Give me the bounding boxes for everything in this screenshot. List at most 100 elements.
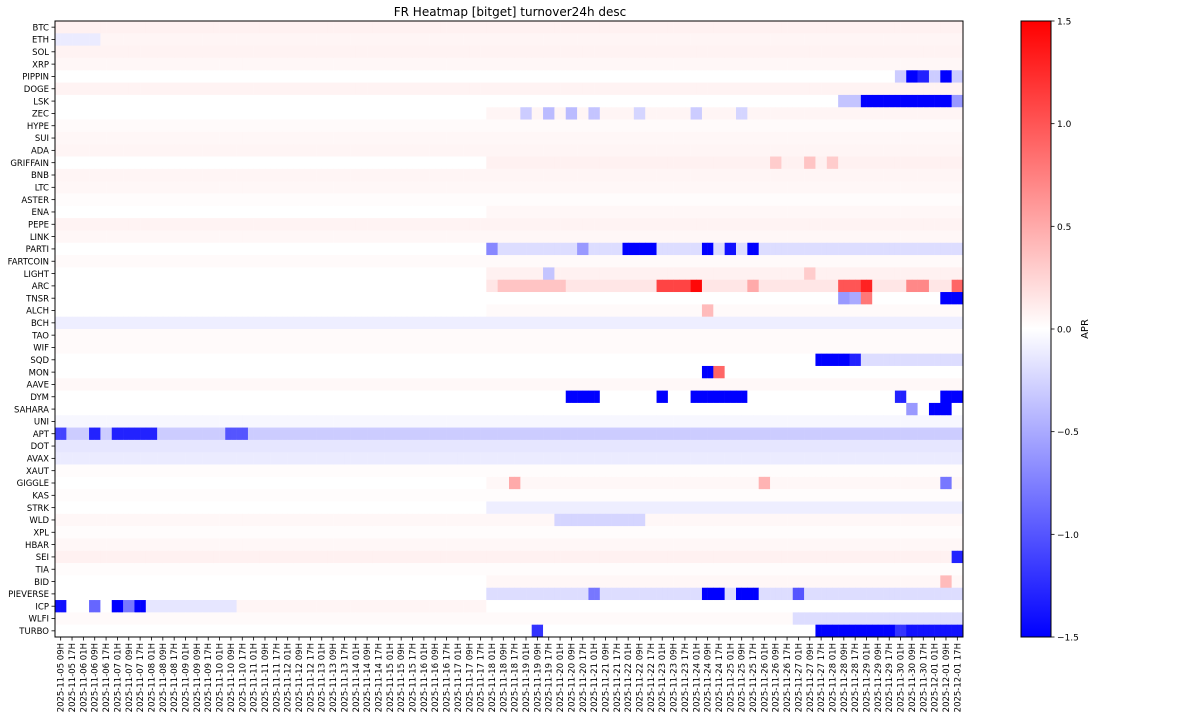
heatmap-cell	[713, 255, 720, 268]
heatmap-cell	[162, 304, 169, 317]
heatmap-cell	[55, 242, 61, 256]
heatmap-cell	[208, 168, 215, 182]
heatmap-cell	[321, 316, 328, 330]
heatmap-cell	[293, 57, 300, 71]
heatmap-cell	[316, 144, 323, 157]
heatmap-cell	[917, 390, 924, 404]
heatmap-cell	[741, 57, 748, 71]
heatmap-cell	[202, 205, 209, 219]
heatmap-cell	[514, 267, 521, 281]
heatmap-cell	[185, 402, 192, 416]
heatmap-cell	[662, 119, 669, 133]
heatmap-cell	[304, 156, 311, 170]
heatmap-cell	[134, 45, 141, 59]
heatmap-cell	[804, 181, 811, 194]
heatmap-cell	[389, 107, 396, 120]
heatmap-cell	[889, 45, 896, 59]
heatmap-cell	[230, 21, 237, 34]
heatmap-cell	[923, 33, 930, 46]
heatmap-cell	[945, 45, 952, 59]
heatmap-cell	[185, 390, 192, 404]
heatmap-cell	[463, 279, 470, 293]
heatmap-cell	[304, 45, 311, 59]
heatmap-cell	[543, 230, 550, 244]
heatmap-cell	[622, 21, 629, 34]
heatmap-cell	[350, 144, 357, 157]
heatmap-cell	[208, 156, 215, 170]
heatmap-cell	[72, 21, 78, 34]
heatmap-cell	[145, 94, 152, 108]
heatmap-cell	[826, 144, 833, 157]
heatmap-cell	[764, 119, 771, 133]
heatmap-cell	[474, 94, 481, 108]
heatmap-cell	[582, 218, 589, 231]
heatmap-cell	[594, 218, 601, 231]
heatmap-cell	[145, 230, 152, 244]
heatmap-cell	[900, 168, 907, 182]
heatmap-cell	[128, 402, 135, 416]
heatmap-cell	[883, 205, 890, 219]
heatmap-cell	[526, 144, 532, 157]
heatmap-cell	[781, 304, 788, 317]
heatmap-cell	[945, 119, 952, 133]
heatmap-cell	[151, 57, 158, 71]
heatmap-cell	[276, 292, 283, 305]
heatmap-cell	[491, 292, 498, 305]
heatmap-cell	[452, 70, 459, 83]
heatmap-cell	[764, 304, 771, 317]
heatmap-cell	[724, 57, 731, 71]
heatmap-cell	[923, 205, 930, 219]
heatmap-cell	[514, 181, 521, 194]
heatmap-cell	[123, 168, 130, 182]
heatmap-cell	[650, 218, 657, 231]
heatmap-cell	[106, 82, 113, 96]
heatmap-cell	[667, 353, 674, 367]
heatmap-cell	[282, 82, 288, 96]
heatmap-cell	[537, 107, 544, 120]
heatmap-cell	[934, 279, 941, 293]
heatmap-cell	[514, 341, 521, 354]
heatmap-cell	[940, 267, 947, 281]
heatmap-cell	[798, 365, 805, 379]
heatmap-cell	[775, 329, 782, 342]
heatmap-cell	[179, 341, 186, 354]
heatmap-cell	[911, 292, 918, 305]
heatmap-cell	[736, 181, 742, 194]
heatmap-cell	[304, 279, 311, 293]
heatmap-cell	[838, 255, 845, 268]
heatmap-cell	[832, 168, 839, 182]
heatmap-cell	[906, 144, 913, 157]
heatmap-cell	[804, 378, 811, 391]
heatmap-cell	[821, 316, 828, 330]
heatmap-cell	[168, 156, 175, 170]
heatmap-cell	[497, 45, 504, 59]
heatmap-cell	[707, 144, 714, 157]
heatmap-cell	[111, 365, 118, 379]
heatmap-cell	[753, 267, 759, 281]
heatmap-cell	[753, 193, 759, 207]
heatmap-cell	[333, 267, 340, 281]
heatmap-cell	[145, 341, 152, 354]
heatmap-cell	[838, 304, 845, 317]
heatmap-cell	[185, 292, 192, 305]
heatmap-cell	[72, 242, 78, 256]
heatmap-cell	[208, 304, 215, 317]
heatmap-cell	[480, 230, 487, 244]
heatmap-cell	[537, 390, 544, 404]
heatmap-cell	[928, 365, 935, 379]
heatmap-cell	[554, 304, 561, 317]
heatmap-cell	[219, 205, 226, 219]
heatmap-cell	[809, 70, 816, 83]
heatmap-cell	[355, 279, 362, 293]
heatmap-cell	[395, 292, 402, 305]
heatmap-cell	[304, 168, 311, 182]
heatmap-cell	[123, 255, 130, 268]
heatmap-cell	[815, 304, 822, 317]
heatmap-cell	[89, 230, 96, 244]
heatmap-cell	[94, 70, 101, 83]
heatmap-cell	[208, 205, 215, 219]
heatmap-cell	[304, 341, 311, 354]
heatmap-cell	[616, 304, 623, 317]
heatmap-cell	[554, 33, 561, 46]
heatmap-cell	[599, 107, 606, 120]
